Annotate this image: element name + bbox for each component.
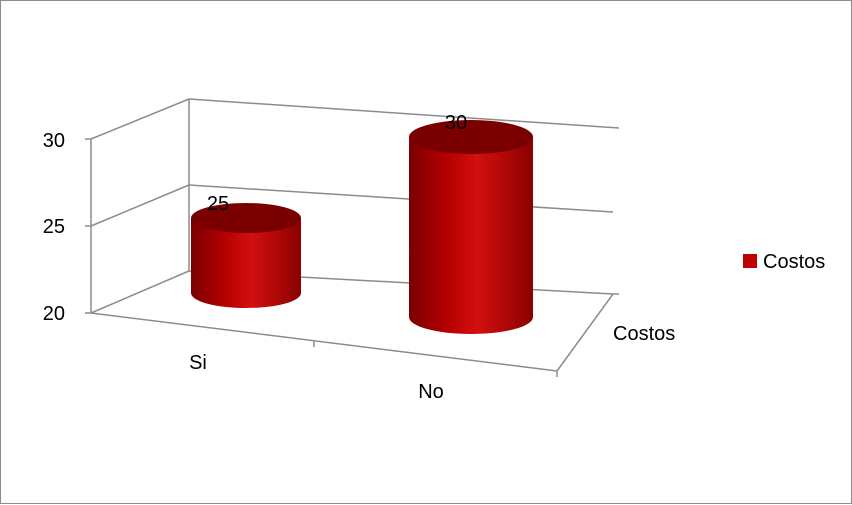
bar-cylinder-top: [409, 120, 533, 154]
y-axis-ticks: 20 25 30: [43, 130, 65, 325]
floor-left-edge: [90, 270, 190, 314]
gridline-back-30: [188, 98, 620, 129]
bar-data-label: 30: [445, 112, 467, 134]
bar-cylinder-top: [191, 203, 301, 233]
floor-front-edge: [90, 312, 558, 372]
gridline-back-25: [188, 184, 614, 213]
y-tick-label: 30: [43, 130, 65, 152]
gridline-side-25: [90, 184, 190, 227]
legend-swatch: [743, 254, 757, 268]
x-category-label: Si: [189, 352, 207, 374]
legend: Costos: [743, 251, 825, 273]
y-tick-label: 25: [43, 216, 65, 238]
bar-cylinder-body: [191, 218, 301, 308]
floor-right-edge: [556, 293, 614, 372]
gridline-side-30: [90, 98, 190, 140]
y-tick-label: 20: [43, 303, 65, 325]
legend-label: Costos: [763, 251, 825, 273]
depth-category-label: Costos: [613, 323, 675, 345]
bar-cylinder-body: [409, 137, 533, 334]
x-category-label: No: [418, 381, 444, 403]
chart-frame: [85, 98, 620, 377]
bars-group: 25 30: [191, 112, 533, 334]
bar-data-label: 25: [207, 193, 229, 215]
